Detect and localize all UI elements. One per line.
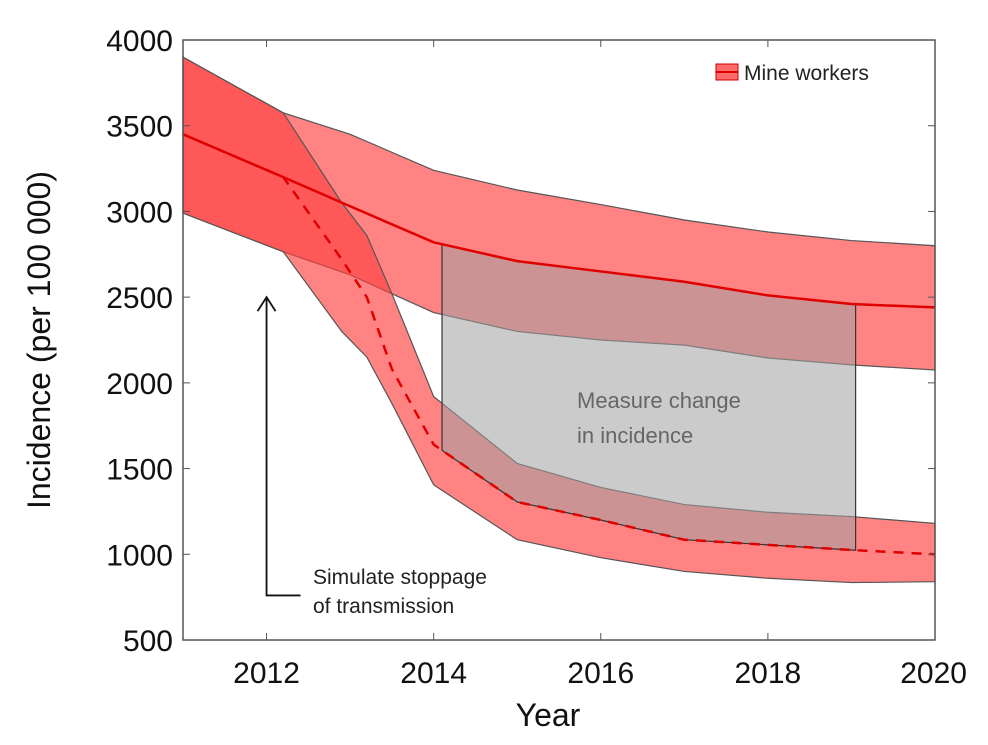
central-line-1 [182,133,936,309]
arrow-head-icon [256,295,277,312]
y-axis-ticks: 500 1000 1500 2000 2500 3000 3500 4000 [106,25,935,658]
stoppage-annotation-line2: of transmission [313,595,454,618]
axes-frame [182,39,936,641]
x-tick-label: 2018 [735,657,802,690]
y-tick-label: 500 [123,625,173,658]
y-tick-label: 2000 [106,368,173,401]
measure-annotation-line2: in incidence [577,423,693,448]
y-tick-label: 1500 [106,454,173,487]
central-line-2 [182,133,936,556]
y-axis-label: Incidence (per 100 000) [21,171,57,509]
x-axis-label: Year [516,697,581,733]
y-tick-label: 2500 [106,282,173,315]
y-tick-label: 3000 [106,196,173,229]
plot-area [182,39,936,641]
y-tick-label: 1000 [106,539,173,572]
y-tick-label: 4000 [106,25,173,58]
x-axis-ticks: 2012 2014 2016 2018 2020 [233,40,967,690]
x-tick-label: 2020 [900,657,967,690]
x-tick-label: 2014 [400,657,467,690]
x-tick-label: 2016 [567,657,634,690]
measure-annotation-line1: Measure change [577,388,741,413]
legend: Mine workers [715,62,869,85]
legend-label: Mine workers [744,62,869,85]
stoppage-annotation-line1: Simulate stoppage [313,566,487,589]
stoppage-arrow [265,297,301,597]
y-tick-label: 3500 [106,111,173,144]
x-tick-label: 2012 [233,657,300,690]
